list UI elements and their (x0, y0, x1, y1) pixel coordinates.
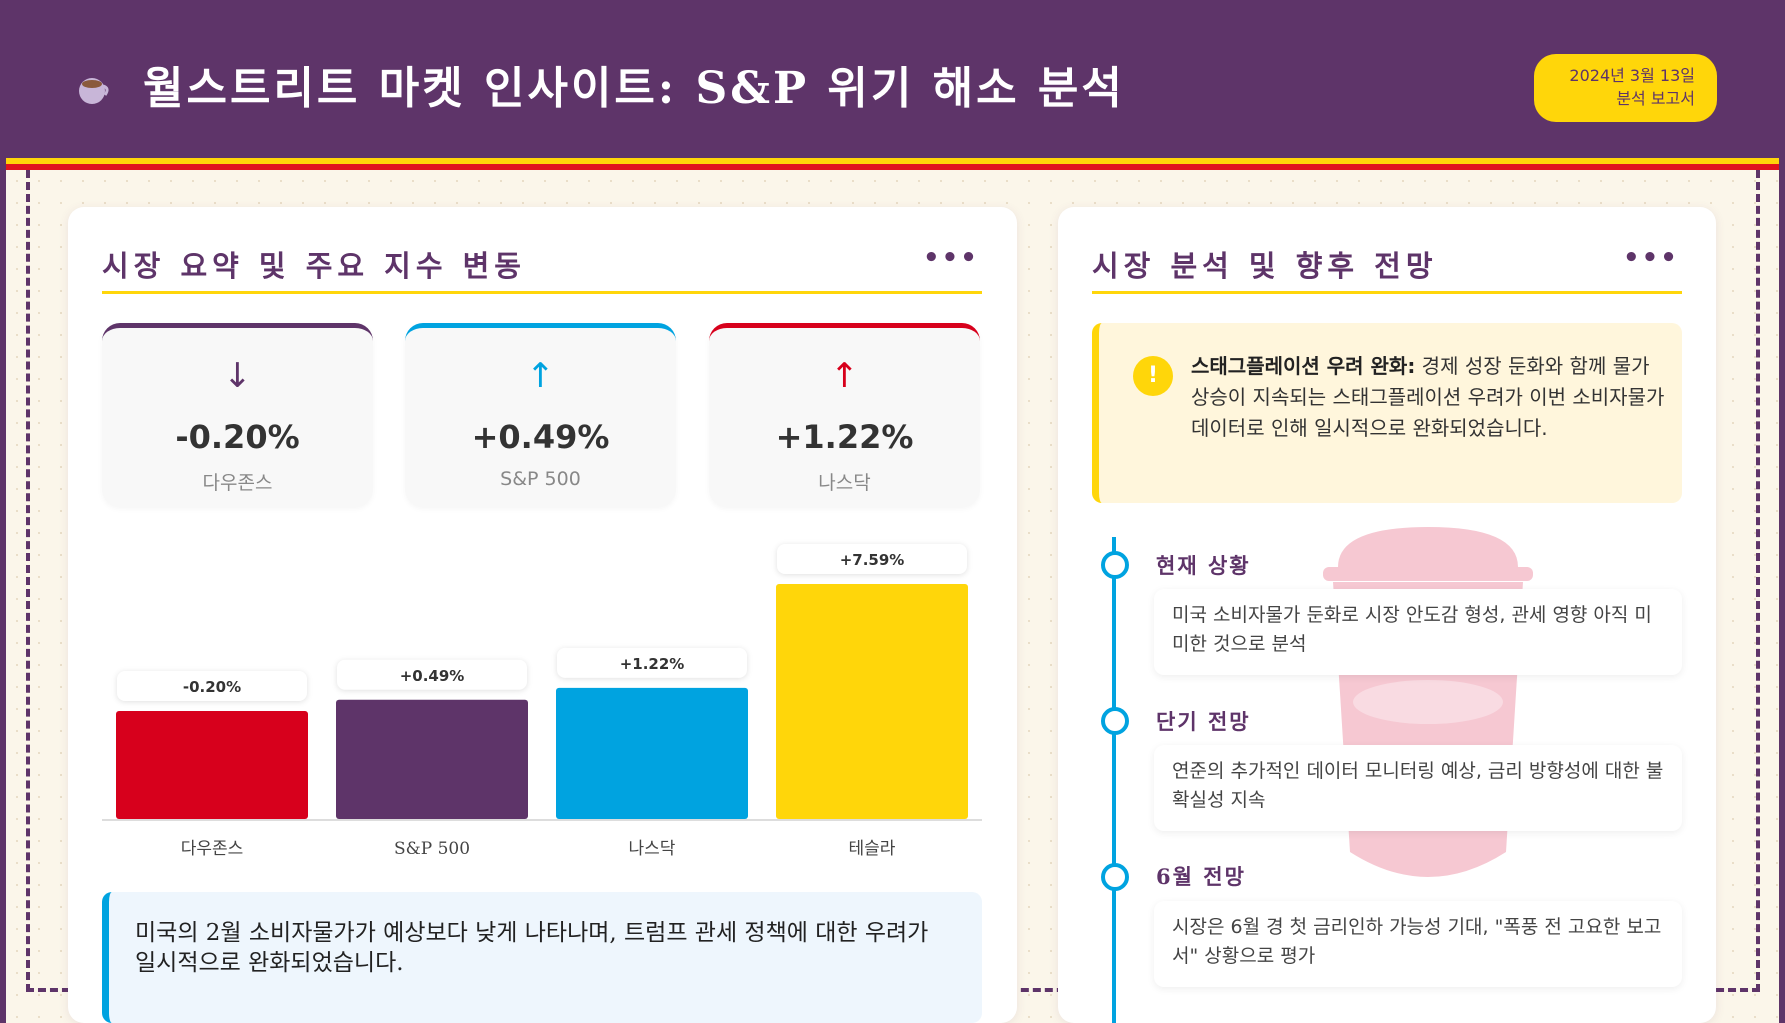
stat-label: 나스닥 (818, 472, 871, 494)
timeline-title: 6월 전망 (1156, 864, 1246, 889)
stat-value: -0.20% (175, 418, 300, 456)
bar-0 (116, 711, 308, 819)
date-badge: 2024년 3월 13일 분석 보고서 (1534, 54, 1717, 122)
header-stripes (6, 158, 1779, 170)
bar-3 (776, 584, 968, 819)
bar-value-label: +7.59% (840, 551, 905, 569)
arrow-up-icon: ↑ (830, 356, 859, 396)
timeline-item: 시장은 6월 경 첫 금리인하 가능성 기대, "폭풍 전 고요한 보고서" 상… (1154, 901, 1682, 987)
stat-value: +1.22% (775, 418, 914, 456)
more-menu-button[interactable]: ••• (923, 243, 979, 273)
index-change-bar-chart: -0.20% 다우존스 +0.49% S&P 500 +1.22% 나스닥 +7.59% 테슬… (102, 544, 982, 859)
timeline-line (1112, 537, 1116, 1023)
stat-label: S&P 500 (500, 468, 581, 490)
title-underline (102, 291, 982, 294)
date-text: 2024년 3월 13일 (1569, 66, 1695, 85)
title-underline (1092, 291, 1682, 294)
bar-label-bg (337, 659, 527, 690)
stagflation-alert: ! 스태그플레이션 우려 완화: 경제 성장 둔화와 함께 물가 상승이 지속되… (1092, 323, 1682, 503)
timeline-dot (1101, 863, 1129, 891)
x-tick-label: 테슬라 (849, 839, 896, 859)
timeline-item: 연준의 추가적인 데이터 모니터링 예상, 금리 방향성에 대한 불확실성 지속 (1154, 745, 1682, 831)
bar-value-label: +0.49% (400, 667, 465, 685)
arrow-down-icon: ↓ (223, 356, 252, 396)
page-title: 월스트리트 마켓 인사이트: S&P 위기 해소 분석 (143, 63, 1125, 114)
summary-note: 미국의 2월 소비자물가가 예상보다 낮게 나타나며, 트럼프 관세 정책에 대… (102, 892, 982, 1023)
bar-1 (336, 699, 528, 819)
x-tick-label: 다우존스 (181, 839, 244, 859)
card-title: 시장 분석 및 향후 전망 (1092, 249, 1438, 283)
stat-label: 다우존스 (202, 472, 273, 494)
timeline-dot (1101, 551, 1129, 579)
coffee-cup-icon (79, 78, 109, 104)
stat-card-dow: ↓ -0.20% 다우존스 (102, 323, 373, 507)
card-title: 시장 요약 및 주요 지수 변동 (102, 249, 526, 283)
coffee-cup-illustration (1323, 527, 1533, 877)
bar-2 (556, 687, 748, 819)
bar-label-bg (557, 647, 747, 678)
stat-card-sp500: ↑ +0.49% S&P 500 (405, 323, 676, 507)
market-summary-card: 시장 요약 및 주요 지수 변동 ••• ↓ -0.20% 다우존스 ↑ +0.… (68, 207, 1017, 1023)
timeline-title: 현재 상황 (1156, 553, 1251, 578)
header-bar (6, 0, 1779, 158)
stat-value: +0.49% (471, 418, 610, 456)
bar-value-label: -0.20% (183, 678, 241, 696)
timeline-dot (1101, 707, 1129, 735)
more-menu-button[interactable]: ••• (1623, 243, 1679, 273)
market-analysis-card: 시장 분석 및 향후 전망 ••• ! 스태그플레이션 우려 완화: 경제 성장… (1058, 207, 1716, 1023)
x-tick-label: S&P 500 (394, 839, 470, 859)
timeline-item: 미국 소비자물가 둔화로 시장 안도감 형성, 관세 영향 아직 미미한 것으로… (1154, 589, 1682, 675)
bar-value-label: +1.22% (620, 655, 685, 673)
bar-label-bg (777, 544, 967, 574)
alert-text: 스태그플레이션 우려 완화: 경제 성장 둔화와 함께 물가 상승이 지속되는 … (1191, 351, 1671, 444)
x-tick-label: 나스닥 (629, 839, 676, 859)
alert-body: 경제 성장 둔화와 함께 물가 상승이 지속되는 스태그플레이션 우려가 이번 … (1191, 354, 1665, 440)
stat-card-nasdaq: ↑ +1.22% 나스닥 (709, 323, 980, 507)
exclamation-icon: ! (1133, 356, 1173, 396)
bar-label-bg (117, 671, 307, 701)
timeline-title: 단기 전망 (1156, 709, 1251, 734)
arrow-up-icon: ↑ (526, 356, 555, 396)
alert-bold-label: 스태그플레이션 우려 완화: (1191, 354, 1416, 378)
report-type-text: 분석 보고서 (1616, 89, 1695, 108)
